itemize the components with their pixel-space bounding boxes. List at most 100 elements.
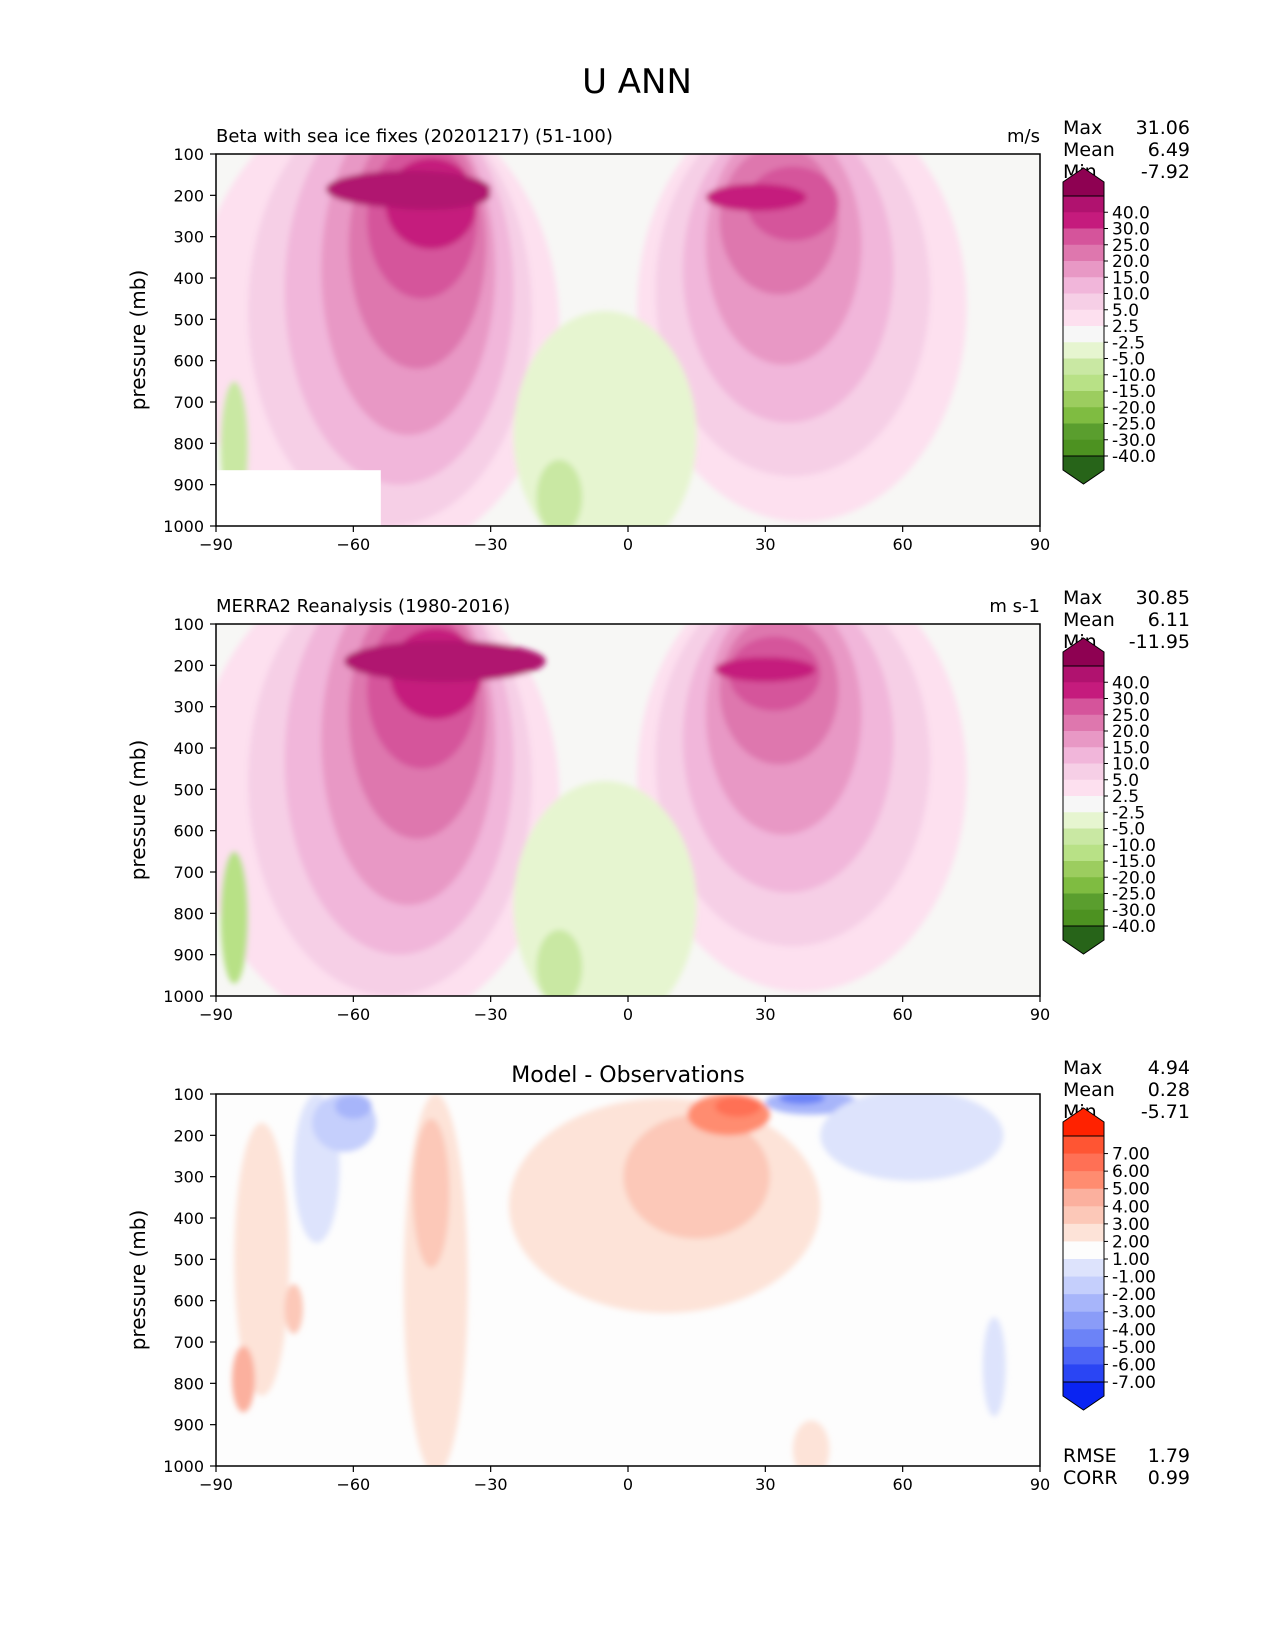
colorbar-bin bbox=[1063, 342, 1104, 359]
stat-value: 6.49 bbox=[1148, 139, 1190, 161]
x-tick-label: −60 bbox=[336, 535, 370, 554]
colorbar-bin bbox=[1063, 812, 1104, 829]
y-tick-label: 400 bbox=[173, 1209, 204, 1228]
panel-diff: −90 −60 −30 0 30 60 90 100 200 300 400 500 600 700 800… bbox=[126, 1057, 1190, 1494]
colorbar-bin bbox=[1063, 1346, 1104, 1365]
colorbar-extend-min bbox=[1062, 925, 1105, 955]
x-tick-label: 60 bbox=[892, 1005, 912, 1024]
colorbar-label: 25.0 bbox=[1112, 706, 1150, 726]
colorbar-label: 15.0 bbox=[1112, 268, 1150, 288]
colorbar-label: -5.0 bbox=[1112, 350, 1145, 370]
x-tick-label: 90 bbox=[1030, 535, 1050, 554]
colorbar-label: -5.00 bbox=[1112, 1338, 1156, 1358]
colorbar-bin bbox=[1063, 893, 1104, 911]
colorbar-bin bbox=[1063, 1206, 1104, 1225]
y-axis-label: pressure (mb) bbox=[126, 270, 150, 411]
stat-value: -7.92 bbox=[1141, 161, 1190, 183]
x-tick-label: 30 bbox=[755, 535, 775, 554]
y-tick-label: 700 bbox=[173, 1333, 204, 1352]
y-axis-label: pressure (mb) bbox=[126, 740, 150, 881]
colorbar-label: -40.0 bbox=[1112, 447, 1156, 467]
panel-obs: −90 −60 −30 0 30 60 90 100 200 300 400 500 600 700 800… bbox=[126, 587, 1190, 1024]
colorbar-label: 40.0 bbox=[1112, 203, 1150, 223]
x-tick-label: 0 bbox=[623, 1005, 633, 1024]
colorbar-label: -40.0 bbox=[1112, 917, 1156, 937]
colorbar-label: -4.00 bbox=[1112, 1320, 1156, 1340]
contour-region bbox=[232, 1346, 255, 1413]
stat-label: CORR bbox=[1063, 1467, 1118, 1489]
stat-value: 6.11 bbox=[1148, 609, 1190, 631]
colorbar-label: 3.00 bbox=[1112, 1215, 1150, 1235]
y-tick-label: 200 bbox=[173, 186, 204, 205]
contour-region bbox=[623, 1114, 770, 1239]
colorbar-label: 2.5 bbox=[1112, 787, 1139, 807]
contour-region bbox=[536, 929, 583, 996]
colorbar-bin bbox=[1063, 1188, 1104, 1207]
stat-value: 31.06 bbox=[1136, 117, 1190, 139]
colorbar-bin bbox=[1063, 244, 1104, 262]
colorbar-label: 5.00 bbox=[1112, 1180, 1150, 1200]
colorbar-label: -2.00 bbox=[1112, 1285, 1156, 1305]
x-tick-label: −60 bbox=[336, 1475, 370, 1494]
colorbar: 40.030.025.020.015.010.05.02.5-2.5-5.0-1… bbox=[1062, 167, 1156, 485]
stat-label: Mean bbox=[1063, 609, 1115, 631]
colorbar-label: -25.0 bbox=[1112, 415, 1156, 435]
y-tick-label: 900 bbox=[173, 946, 204, 965]
colorbar-label: 10.0 bbox=[1112, 755, 1150, 775]
colorbar-bin bbox=[1063, 212, 1104, 229]
x-tick-label: 0 bbox=[623, 535, 633, 554]
y-tick-label: 900 bbox=[173, 1416, 204, 1435]
stat-value: 1.79 bbox=[1148, 1445, 1190, 1467]
colorbar-label: 40.0 bbox=[1112, 673, 1150, 693]
colorbar-label: 6.00 bbox=[1112, 1162, 1150, 1182]
colorbar-label: -15.0 bbox=[1112, 382, 1156, 402]
y-tick-label: 700 bbox=[173, 393, 204, 412]
colorbar-label: -15.0 bbox=[1112, 852, 1156, 872]
colorbar-label: 1.00 bbox=[1112, 1250, 1150, 1270]
contour-field bbox=[216, 624, 1040, 996]
colorbar-label: -20.0 bbox=[1112, 868, 1156, 888]
colorbar-label: -30.0 bbox=[1112, 901, 1156, 921]
contour-region bbox=[335, 1094, 372, 1119]
stat-value: -11.95 bbox=[1129, 631, 1190, 653]
colorbar-bin bbox=[1063, 1329, 1104, 1348]
x-tick-label: 60 bbox=[892, 535, 912, 554]
x-tick-label: 30 bbox=[755, 1005, 775, 1024]
contour-region bbox=[412, 1118, 450, 1268]
panel-title: Model - Observations bbox=[511, 1063, 744, 1088]
colorbar-label: -2.5 bbox=[1112, 333, 1145, 353]
x-tick-label: −90 bbox=[199, 1005, 233, 1024]
colorbar-label: 20.0 bbox=[1112, 722, 1150, 742]
colorbar-bin bbox=[1063, 731, 1104, 748]
units-label: m/s bbox=[1007, 126, 1040, 147]
colorbar-bin bbox=[1063, 277, 1104, 294]
colorbar-bin bbox=[1063, 374, 1104, 392]
colorbar-bin bbox=[1063, 877, 1104, 894]
colorbar-bin bbox=[1063, 228, 1104, 246]
contour-region bbox=[792, 1420, 830, 1466]
y-tick-label: 200 bbox=[173, 656, 204, 675]
contour-field bbox=[216, 154, 1040, 526]
colorbar-label: -3.00 bbox=[1112, 1303, 1156, 1323]
units-label: m s-1 bbox=[989, 596, 1040, 617]
colorbar-extend-min bbox=[1062, 455, 1105, 485]
stat-value: 30.85 bbox=[1136, 587, 1190, 609]
stat-label: Max bbox=[1063, 1057, 1102, 1079]
colorbar-bin bbox=[1063, 1276, 1104, 1295]
colorbar-label: 2.00 bbox=[1112, 1232, 1150, 1252]
y-tick-label: 400 bbox=[173, 739, 204, 758]
colorbar-bin bbox=[1063, 1259, 1104, 1278]
colorbar-label: 5.0 bbox=[1112, 301, 1139, 321]
colorbar: 40.030.025.020.015.010.05.02.5-2.5-5.0-1… bbox=[1062, 637, 1156, 955]
colorbar-label: -6.00 bbox=[1112, 1355, 1156, 1375]
x-tick-label: −30 bbox=[474, 1005, 508, 1024]
colorbar-bin bbox=[1063, 779, 1104, 797]
y-tick-label: 800 bbox=[173, 1374, 204, 1393]
contour-region bbox=[779, 1094, 825, 1105]
y-tick-label: 700 bbox=[173, 863, 204, 882]
stat-label: Mean bbox=[1063, 139, 1115, 161]
colorbar-label: -1.00 bbox=[1112, 1268, 1156, 1288]
colorbar-extend-min bbox=[1062, 1381, 1105, 1411]
contour-region bbox=[220, 851, 249, 984]
